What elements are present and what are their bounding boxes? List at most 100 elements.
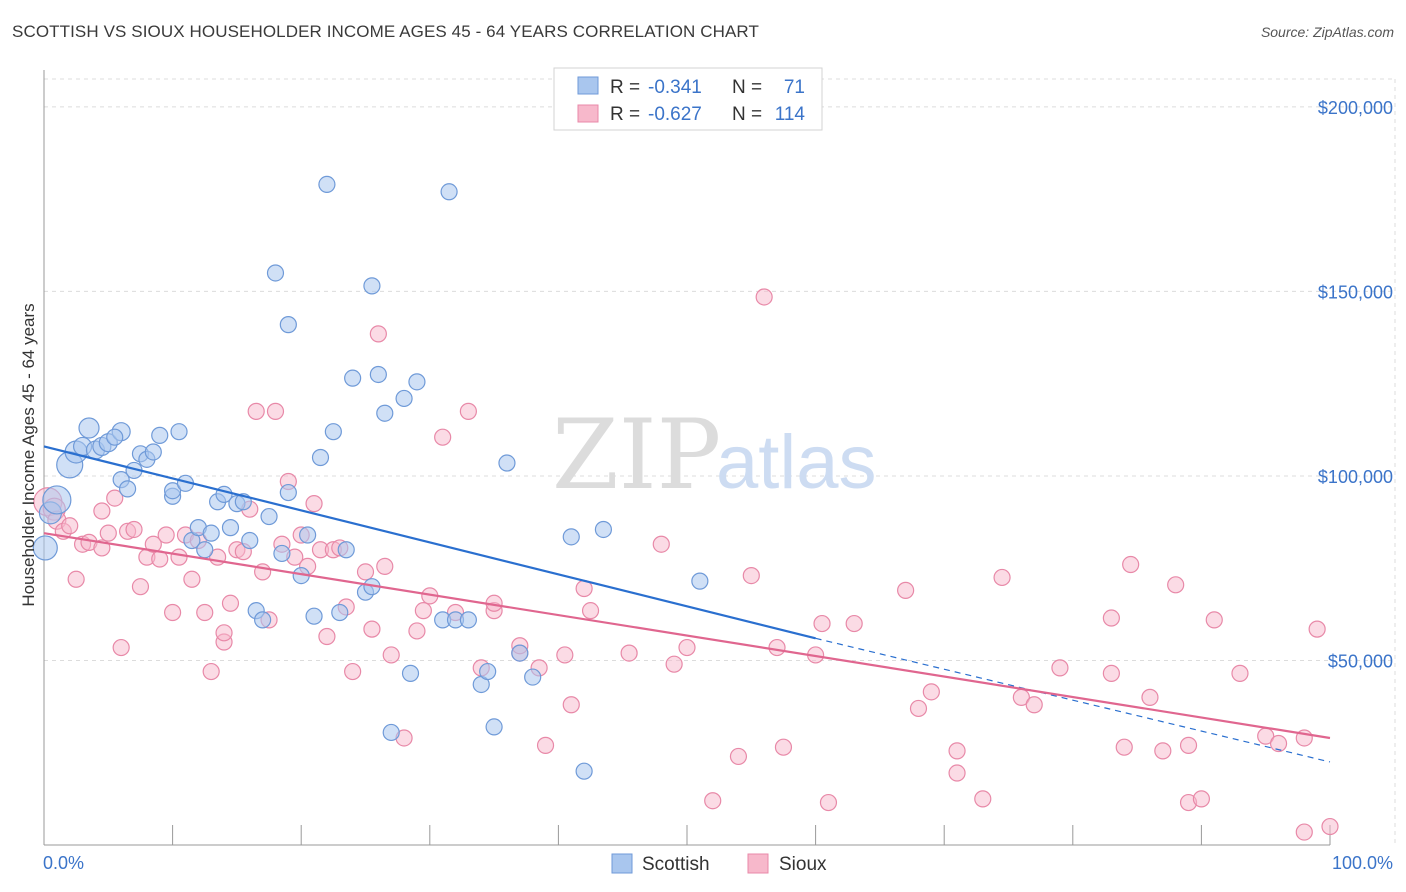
sioux-point <box>1231 664 1249 682</box>
scottish-point <box>331 603 349 622</box>
sioux-point <box>1102 609 1120 627</box>
trend-lines <box>43 445 1331 763</box>
sioux-point <box>1115 738 1133 756</box>
sioux-point <box>93 502 111 520</box>
scottish-point <box>395 389 413 408</box>
watermark-atlas: atlas <box>716 420 877 505</box>
scottish-point <box>170 423 188 441</box>
sioux-point <box>414 602 432 620</box>
scottish-point <box>575 762 593 780</box>
y-tick-label: $150,000 <box>1318 282 1393 302</box>
legend-n-value-sioux: 114 <box>775 104 806 125</box>
watermark-zip: ZIP <box>552 399 721 511</box>
scottish-point <box>151 426 169 444</box>
source-label: Source: ZipAtlas.com <box>1260 24 1394 40</box>
scottish-point <box>459 611 477 629</box>
sioux-point <box>434 428 452 446</box>
scottish-point <box>485 718 503 736</box>
sioux-point <box>1308 620 1326 638</box>
scottish-point <box>369 365 387 384</box>
legend-box <box>553 67 823 131</box>
sioux-point <box>144 535 162 553</box>
sioux-point <box>131 578 150 596</box>
scottish-point <box>408 373 426 391</box>
sioux-point <box>1167 576 1185 594</box>
sioux-point <box>99 524 117 542</box>
sioux-points <box>33 288 1339 841</box>
sioux-point <box>112 638 130 657</box>
scottish-point <box>337 541 355 559</box>
scottish-point <box>273 544 291 563</box>
scottish-point <box>524 668 542 686</box>
sioux-point <box>556 646 574 664</box>
sioux-point <box>755 288 773 306</box>
scottish-point <box>498 454 516 472</box>
x-tick-label: 100.0% <box>1332 853 1393 873</box>
sioux-point <box>652 535 670 553</box>
sioux-point <box>344 662 362 681</box>
bottom-legend-label-sioux: Sioux <box>779 854 827 875</box>
sioux-point <box>318 627 336 646</box>
scottish-trend-line <box>43 445 816 640</box>
sioux-point <box>1122 555 1140 574</box>
sioux-point <box>408 622 426 640</box>
sioux-point <box>845 614 863 633</box>
sioux-point <box>459 402 477 420</box>
scottish-point <box>266 264 285 282</box>
x-tick-labels: 0.0% 100.0% <box>43 853 1393 873</box>
y-tick-label: $200,000 <box>1318 98 1393 118</box>
sioux-point <box>813 614 831 633</box>
sioux-point <box>356 563 375 581</box>
bottom-legend: Scottish Sioux <box>611 853 827 875</box>
sioux-point <box>1179 736 1198 754</box>
sioux-point <box>774 738 793 756</box>
scottish-point <box>311 448 330 467</box>
sioux-point <box>620 644 638 662</box>
scottish-points <box>32 175 709 780</box>
scottish-point <box>106 428 124 446</box>
scottish-point <box>363 277 381 295</box>
sioux-point <box>1192 790 1211 808</box>
scottish-point <box>196 541 214 559</box>
sioux-point <box>215 624 233 642</box>
sioux-trend-line <box>43 532 1331 740</box>
sioux-point <box>581 602 600 620</box>
sioux-point <box>67 570 85 588</box>
sioux-point <box>536 736 555 754</box>
sioux-point <box>221 594 240 612</box>
scottish-point <box>260 507 278 526</box>
y-tick-label: $50,000 <box>1328 651 1393 671</box>
scottish-point <box>344 369 362 387</box>
bottom-legend-label-scottish: Scottish <box>642 854 710 875</box>
y-tick-labels: $50,000 $100,000 $150,000 $200,000 <box>1318 98 1393 672</box>
sioux-point <box>729 747 748 766</box>
legend-r-label-sioux: R = <box>610 104 640 125</box>
sioux-point <box>562 696 580 714</box>
sioux-point <box>909 699 928 718</box>
sioux-point <box>704 792 722 810</box>
sioux-point <box>376 557 394 575</box>
legend-swatch-sioux <box>577 104 599 123</box>
scottish-point <box>318 175 336 194</box>
sioux-point <box>948 764 966 782</box>
legend-r-value-sioux: -0.627 <box>648 104 702 125</box>
sioux-point <box>1154 742 1172 760</box>
scottish-point <box>32 535 58 561</box>
scottish-point <box>221 519 240 537</box>
sioux-point <box>922 683 940 701</box>
scottish-point <box>382 723 400 742</box>
sioux-point <box>1205 611 1223 629</box>
sioux-point <box>183 570 201 588</box>
scottish-trend-extension <box>815 637 1331 763</box>
scottish-point <box>376 404 394 422</box>
sioux-point <box>819 793 838 812</box>
sioux-point <box>1141 688 1159 706</box>
scottish-point <box>254 611 272 629</box>
legend-r-label-scottish: R = <box>610 77 640 98</box>
scottish-point <box>241 531 259 550</box>
sioux-point <box>768 638 786 657</box>
scottish-point <box>691 572 709 590</box>
sioux-point <box>157 526 175 544</box>
y-axis-label: Householder Income Ages 45 - 64 years <box>19 303 38 606</box>
scottish-point <box>401 664 420 682</box>
